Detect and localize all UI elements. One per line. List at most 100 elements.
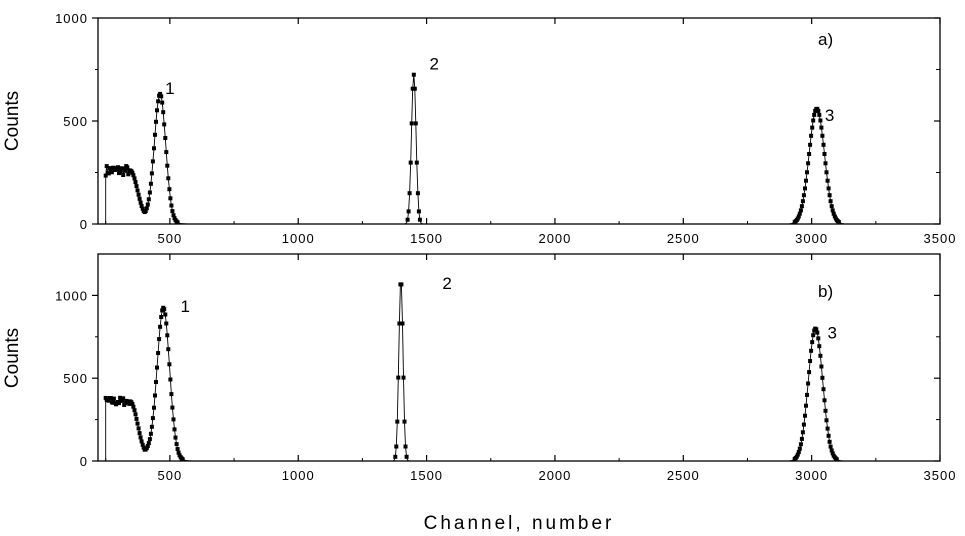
data-point [801, 422, 806, 427]
data-point [133, 180, 138, 185]
y-tick-label: 1000 [55, 11, 88, 26]
panel-b-chart: 500 1000 1500 2000 2500 3000 3500 0 500 1000 Count… [2, 253, 957, 483]
data-point [148, 431, 153, 436]
x-tick-label: 1000 [282, 468, 315, 483]
data-point [137, 196, 142, 201]
data-point [139, 204, 144, 208]
data-point [803, 186, 807, 191]
data-point [123, 168, 128, 173]
data-point [147, 190, 152, 195]
x-tick-label: 2500 [667, 468, 700, 483]
data-point [807, 370, 812, 375]
data-point [146, 197, 151, 202]
data-point [164, 321, 169, 326]
data-point [816, 336, 821, 341]
x-tick-label: 3500 [924, 468, 957, 483]
x-tick-label: 2000 [538, 231, 571, 246]
data-point [826, 186, 831, 191]
peak-label: 1 [181, 297, 190, 316]
data-point [401, 375, 406, 380]
y-tick-label: 500 [63, 371, 88, 386]
data-point [825, 426, 830, 431]
data-point [159, 315, 164, 319]
data-point [166, 347, 171, 352]
data-point [796, 214, 801, 219]
data-point [827, 193, 832, 198]
data-point [819, 364, 824, 369]
data-point [805, 392, 809, 397]
data-point [821, 142, 826, 147]
data-point [393, 454, 398, 459]
data-point [834, 457, 839, 462]
data-point [150, 416, 155, 421]
data-point [400, 321, 405, 326]
data-point [830, 451, 835, 456]
data-point [819, 125, 824, 130]
data-point [148, 181, 153, 186]
data-point [134, 184, 139, 189]
peak-label: 2 [442, 274, 451, 293]
data-point [116, 165, 120, 170]
data-point [175, 447, 180, 451]
data-point [143, 209, 148, 213]
data-point [406, 209, 411, 214]
series-line [105, 283, 940, 462]
data-point [409, 121, 414, 126]
data-point [120, 166, 125, 171]
x-tick-label: 500 [158, 231, 183, 246]
data-point [817, 344, 822, 349]
data-point [413, 121, 418, 126]
x-tick-label: 1500 [410, 468, 443, 483]
data-point [809, 348, 814, 353]
y-axis-title: Counts [2, 91, 23, 151]
data-point [139, 439, 144, 444]
data-point [799, 204, 804, 209]
data-point [803, 413, 807, 418]
data-point [108, 168, 113, 173]
data-point [111, 165, 116, 170]
data-point [152, 405, 156, 410]
data-point [818, 118, 823, 123]
data-point [106, 171, 111, 176]
data-point [822, 152, 827, 156]
data-point [827, 439, 832, 444]
data-point [806, 381, 811, 386]
data-point [821, 387, 826, 392]
data-point [823, 408, 828, 413]
data-point [149, 424, 154, 429]
data-point [126, 172, 131, 177]
data-point [127, 401, 132, 406]
data-point [146, 441, 151, 446]
data-point [169, 203, 174, 208]
data-point [135, 188, 140, 193]
data-point [828, 444, 833, 449]
data-point [829, 448, 834, 453]
data-point [118, 169, 123, 174]
data-point [403, 444, 408, 449]
data-point [795, 216, 800, 221]
data-point [173, 435, 178, 440]
data-point [145, 444, 150, 448]
data-point [829, 204, 834, 209]
data-point [811, 118, 816, 123]
data-point [798, 442, 803, 447]
data-point [809, 133, 814, 138]
data-point [408, 160, 413, 165]
data-point [154, 119, 158, 124]
data-point [176, 450, 181, 455]
x-tick-label: 2500 [667, 231, 700, 246]
data-point [397, 321, 402, 326]
data-point [804, 403, 808, 408]
data-point [812, 112, 817, 117]
x-tick-label: 1000 [282, 231, 315, 246]
data-point [795, 452, 800, 457]
data-point [158, 91, 163, 96]
data-point [805, 170, 809, 175]
data-point [140, 206, 145, 211]
data-point [830, 208, 835, 213]
data-point [416, 209, 421, 214]
y-tick-label: 0 [80, 217, 88, 232]
data-point [806, 161, 811, 166]
y-tick-label: 1000 [55, 288, 88, 303]
data-point [411, 72, 416, 77]
